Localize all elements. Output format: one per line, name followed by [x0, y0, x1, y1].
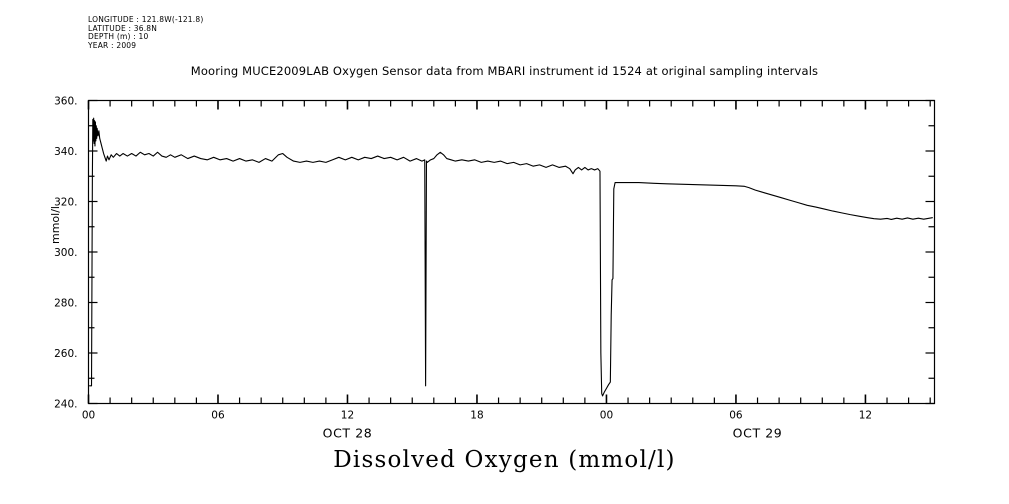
x-tick-label: 12 — [341, 410, 354, 422]
x-axis-ticks — [87, 100, 931, 404]
y-tick-label: 260. — [54, 348, 77, 360]
y-axis-tick-labels: 240. 260. 280. 300. 320. 340. 360. — [54, 96, 77, 411]
y-tick-label: 320. — [54, 197, 77, 209]
y-tick-label: 360. — [54, 96, 77, 108]
x-tick-label: 06 — [729, 410, 743, 422]
x-axis-tick-labels: 00 06 12 18 00 06 12 — [82, 410, 872, 422]
x-axis-day-label: OCT 28 — [323, 426, 373, 441]
y-tick-label: 340. — [54, 146, 77, 158]
axis-frame — [87, 99, 936, 405]
x-tick-label: 00 — [600, 410, 613, 422]
y-axis-title: mmol/l — [49, 206, 62, 244]
metadata-longitude: LONGITUDE : 121.8W(-121.8) — [88, 15, 204, 24]
metadata-latitude: LATITUDE : 36.8N — [88, 23, 158, 33]
x-tick-label: 06 — [211, 410, 225, 422]
x-tick-label: 00 — [82, 410, 95, 422]
y-axis-ticks — [88, 99, 935, 405]
chart-title: Mooring MUCE2009LAB Oxygen Sensor data f… — [190, 64, 819, 78]
metadata-block: LONGITUDE : 121.8W(-121.8) LATITUDE : 36… — [88, 15, 204, 50]
x-tick-label: 18 — [470, 410, 483, 422]
y-tick-label: 300. — [54, 247, 77, 259]
y-tick-label: 280. — [54, 298, 77, 310]
data-series-oxygen — [89, 117, 933, 397]
x-axis-day-label: OCT 29 — [733, 426, 783, 441]
chart-caption: Dissolved Oxygen (mmol/l) — [333, 447, 676, 473]
x-axis-day-labels: OCT 28 OCT 29 — [323, 426, 783, 441]
y-tick-label: 240. — [54, 399, 77, 411]
metadata-year: YEAR : 2009 — [88, 40, 137, 50]
metadata-depth: DEPTH (m) : 10 — [88, 32, 149, 42]
x-tick-label: 12 — [859, 410, 872, 422]
